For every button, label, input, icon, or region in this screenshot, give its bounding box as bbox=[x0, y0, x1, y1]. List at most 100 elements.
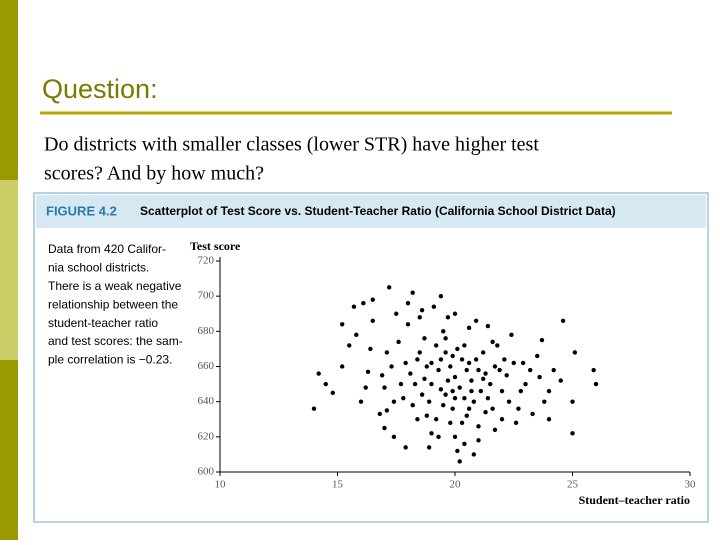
point bbox=[492, 364, 498, 369]
point bbox=[436, 367, 441, 373]
point bbox=[464, 413, 469, 418]
y-tick-label: 600 bbox=[198, 466, 215, 478]
point bbox=[448, 420, 453, 425]
point bbox=[464, 367, 469, 373]
point bbox=[539, 337, 545, 343]
point bbox=[443, 336, 448, 341]
point bbox=[441, 402, 446, 408]
point bbox=[485, 323, 491, 329]
point bbox=[499, 417, 505, 422]
point bbox=[450, 353, 455, 359]
caption-line: student-teacher ratio bbox=[48, 316, 158, 330]
point bbox=[354, 332, 359, 338]
point bbox=[483, 410, 488, 415]
point bbox=[403, 445, 408, 450]
point bbox=[429, 381, 434, 387]
point bbox=[504, 373, 509, 378]
point bbox=[473, 357, 479, 362]
point bbox=[405, 322, 411, 327]
point bbox=[483, 371, 488, 376]
point bbox=[424, 413, 429, 418]
point bbox=[419, 308, 425, 313]
point bbox=[384, 350, 390, 355]
x-tick-label: 25 bbox=[567, 479, 579, 491]
point bbox=[436, 434, 441, 440]
point bbox=[417, 315, 422, 320]
slide-title: Question: bbox=[42, 74, 158, 104]
point bbox=[396, 339, 401, 345]
point bbox=[340, 364, 345, 369]
point bbox=[429, 360, 434, 366]
point bbox=[459, 420, 465, 425]
point bbox=[391, 434, 397, 440]
point bbox=[537, 374, 542, 380]
question-line: scores? And by how much? bbox=[44, 163, 264, 185]
point bbox=[405, 301, 411, 306]
point bbox=[410, 402, 415, 408]
point bbox=[311, 406, 317, 411]
caption-line: nia school districts. bbox=[48, 261, 149, 275]
point bbox=[530, 411, 535, 417]
point bbox=[450, 406, 455, 411]
point bbox=[429, 431, 434, 436]
point bbox=[551, 367, 556, 373]
point bbox=[377, 411, 382, 417]
point bbox=[426, 399, 432, 404]
point bbox=[434, 343, 439, 348]
x-axis-label: Student–teacher ratio bbox=[579, 493, 690, 507]
point bbox=[471, 452, 476, 457]
x-tick-label: 10 bbox=[215, 479, 227, 491]
point bbox=[497, 367, 502, 373]
point bbox=[330, 390, 335, 396]
point bbox=[450, 388, 455, 394]
point bbox=[502, 357, 507, 362]
point bbox=[443, 350, 448, 355]
point bbox=[523, 381, 528, 387]
point bbox=[469, 388, 474, 394]
point bbox=[560, 318, 566, 323]
figure-header bbox=[36, 195, 706, 228]
point bbox=[481, 376, 486, 382]
point bbox=[401, 395, 406, 401]
y-tick-label: 640 bbox=[198, 395, 215, 407]
point bbox=[570, 399, 575, 404]
point bbox=[452, 311, 458, 316]
point bbox=[528, 367, 533, 373]
point bbox=[368, 346, 373, 352]
point bbox=[382, 425, 387, 431]
figure-title: Scatterplot of Test Score vs. Student-Te… bbox=[140, 204, 616, 218]
point bbox=[445, 378, 451, 383]
point bbox=[438, 293, 444, 299]
point bbox=[403, 360, 408, 366]
point bbox=[394, 311, 399, 316]
point bbox=[476, 367, 481, 373]
point bbox=[546, 388, 552, 394]
point bbox=[452, 374, 458, 380]
point bbox=[516, 406, 521, 411]
point bbox=[382, 385, 387, 390]
point bbox=[370, 318, 375, 323]
point bbox=[572, 350, 578, 355]
point bbox=[452, 395, 458, 401]
figure-label: FIGURE 4.2 bbox=[46, 203, 117, 218]
figure-box bbox=[33, 192, 709, 523]
point bbox=[351, 304, 357, 309]
point bbox=[471, 399, 476, 404]
point bbox=[422, 376, 427, 382]
point bbox=[455, 346, 460, 352]
point bbox=[389, 364, 394, 369]
point bbox=[506, 399, 512, 404]
point bbox=[455, 448, 460, 454]
point bbox=[452, 434, 458, 440]
point bbox=[473, 318, 479, 323]
point bbox=[462, 343, 467, 348]
x-tick-label: 20 bbox=[450, 479, 462, 491]
point bbox=[387, 285, 392, 290]
x-tick-label: 30 bbox=[685, 479, 697, 491]
point bbox=[509, 332, 514, 338]
point bbox=[419, 392, 425, 397]
point bbox=[340, 322, 345, 327]
point bbox=[358, 399, 364, 404]
